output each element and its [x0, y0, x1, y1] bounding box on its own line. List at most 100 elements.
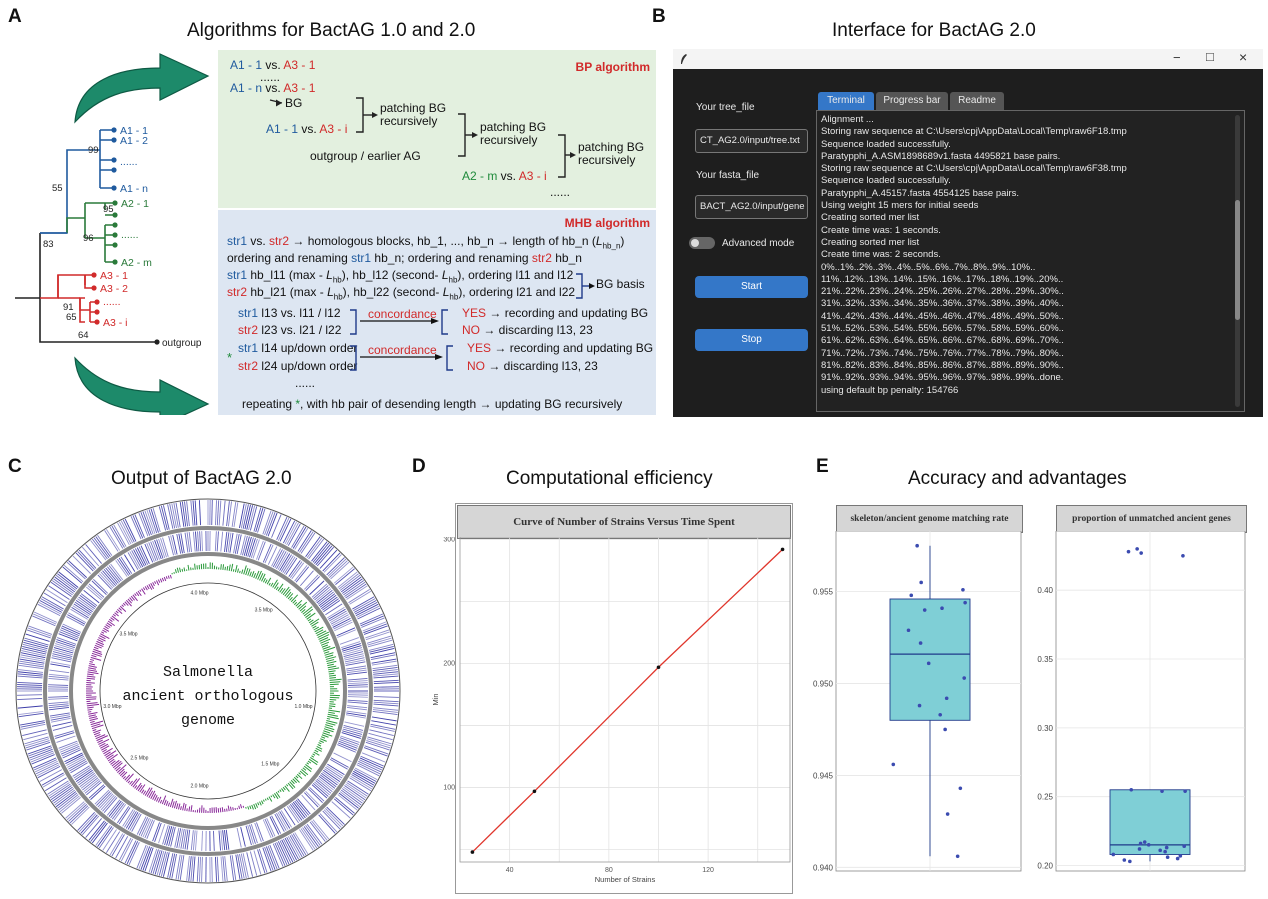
feature-tick	[55, 791, 77, 808]
feature-tick	[50, 661, 71, 666]
terminal-scrollbar[interactable]	[1235, 115, 1240, 407]
feature-tick	[216, 856, 220, 882]
gc-bar	[144, 586, 148, 591]
feature-tick	[106, 566, 121, 583]
feature-tick	[170, 827, 176, 847]
feature-tick	[182, 829, 187, 850]
gc-bar	[298, 601, 308, 610]
gc-bar	[99, 742, 106, 747]
gc-bar	[327, 713, 338, 717]
close-icon[interactable]: ×	[1239, 49, 1248, 65]
gc-bar	[247, 568, 251, 576]
mhb-yes-1: YES → recording and updating BG	[462, 306, 649, 320]
feature-tick	[120, 556, 133, 574]
feature-tick	[240, 853, 247, 879]
feature-tick	[337, 742, 357, 751]
feature-tick	[371, 660, 397, 666]
feature-tick	[288, 805, 301, 822]
feature-tick	[50, 663, 71, 668]
feature-tick	[17, 705, 43, 709]
x-tick-label: 80	[605, 867, 613, 874]
tab-readme[interactable]: Readme	[950, 92, 1004, 110]
tab-progress-bar[interactable]: Progress bar	[876, 92, 948, 110]
gc-bar	[179, 567, 182, 573]
gc-bar	[96, 640, 105, 646]
gc-bar	[253, 572, 257, 579]
feature-tick	[339, 637, 359, 645]
feature-tick	[80, 814, 98, 834]
y-tick-label: 200	[443, 661, 455, 668]
feature-tick	[328, 560, 348, 578]
feature-tick	[271, 815, 282, 834]
line-chart: 100 200 300 40 80 120 Number of Strains Min	[431, 537, 791, 884]
feature-tick	[288, 560, 301, 577]
feature-tick	[323, 600, 341, 613]
feature-tick	[142, 511, 152, 536]
feature-tick	[102, 829, 117, 851]
feature-tick	[144, 510, 154, 535]
tree-file-input[interactable]: CT_AG2.0/input/tree.txt	[695, 129, 808, 153]
feature-tick	[269, 844, 280, 869]
feature-tick	[279, 840, 292, 864]
tab-terminal[interactable]: Terminal	[818, 92, 874, 110]
feature-tick	[158, 824, 166, 844]
gc-bar	[317, 631, 330, 638]
data-point	[1183, 789, 1187, 793]
feature-tick	[340, 735, 360, 743]
feature-tick	[63, 564, 84, 583]
feature-tick	[108, 565, 122, 582]
gc-bar	[182, 802, 185, 811]
feature-tick	[66, 616, 85, 627]
line-chart-title: Curve of Number of Strains Versus Time S…	[457, 505, 791, 539]
terminal-text: Alignment ... Storing raw sequence at C:…	[821, 114, 1127, 396]
feature-tick	[75, 769, 93, 782]
feature-tick	[58, 740, 78, 749]
data-point	[961, 588, 965, 592]
gc-bar	[322, 646, 331, 650]
stop-button[interactable]: Stop	[695, 329, 808, 351]
feature-tick	[366, 635, 392, 644]
feature-tick	[110, 563, 124, 581]
tree-leaf: ......	[120, 156, 138, 168]
feature-tick	[289, 835, 303, 858]
y-tick-label: 0.20	[1037, 861, 1053, 870]
feature-tick	[339, 737, 359, 745]
start-button[interactable]: Start	[695, 276, 808, 298]
feature-tick	[21, 648, 47, 655]
feature-tick	[326, 557, 345, 576]
gc-bar	[302, 767, 307, 771]
feature-tick	[179, 855, 185, 881]
feature-tick	[231, 855, 237, 881]
feature-tick	[279, 518, 292, 542]
advanced-mode-toggle[interactable]	[689, 237, 715, 249]
feature-tick	[373, 675, 399, 679]
tree-leaf: A1 - 2	[120, 135, 148, 147]
minimize-icon[interactable]: −	[1173, 50, 1181, 65]
gc-bar	[89, 663, 95, 666]
fasta-file-input[interactable]: BACT_AG2.0/input/gene	[695, 195, 808, 219]
circos-tracks: 4.0 Mbp 3.5 Mbp 1.0 Mbp 1.5 Mbp 2.0 Mbp 2.5 M…	[15, 498, 401, 884]
feature-tick	[17, 675, 43, 679]
feature-tick	[300, 828, 316, 850]
mhb-bg-basis: BG basis	[596, 277, 645, 291]
scale-tick-label: 4.0 Mbp	[191, 590, 209, 596]
feature-tick	[267, 512, 278, 537]
gc-bar	[259, 572, 264, 581]
feature-tick	[75, 600, 93, 613]
feature-tick	[211, 500, 213, 526]
feature-tick	[168, 535, 174, 556]
feature-tick	[154, 850, 163, 875]
line-chart-frame	[455, 503, 793, 894]
maximize-icon[interactable]: □	[1206, 49, 1214, 64]
feature-tick	[236, 534, 242, 555]
terminal-output[interactable]: Alignment ... Storing raw sequence at C:…	[816, 110, 1245, 412]
bp-line-4: A2 - m vs. A3 - i	[462, 169, 547, 183]
feature-tick	[271, 514, 282, 538]
data-point	[656, 665, 661, 670]
gc-bar	[305, 613, 311, 618]
feature-tick	[337, 794, 358, 811]
bp-line-1: A1 - 1 vs. A3 - 1	[230, 58, 316, 72]
feature-tick	[292, 833, 307, 856]
gc-bar	[159, 799, 163, 804]
feature-tick	[28, 625, 53, 635]
